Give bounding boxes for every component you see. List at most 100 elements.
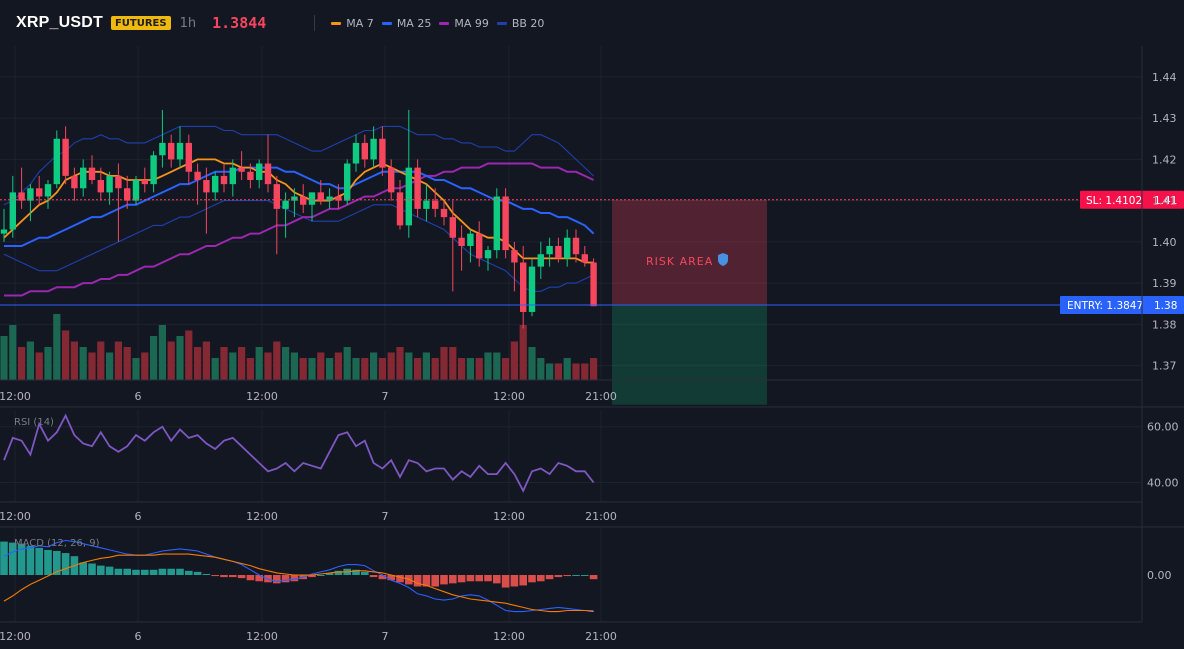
macd-histogram-bar	[378, 575, 387, 580]
volume-bar	[317, 352, 325, 380]
volume-bar	[132, 358, 140, 380]
macd-histogram-bar	[528, 575, 536, 583]
legend-ma99-swatch	[439, 21, 450, 25]
risk-zone	[612, 199, 767, 305]
candle-body	[520, 262, 527, 312]
bb-upper-line	[3, 125, 594, 206]
interval-selector[interactable]: 1h	[179, 15, 197, 31]
legend-ma7[interactable]: MA 7	[331, 17, 374, 30]
candle-body	[440, 208, 448, 218]
volume-bar	[528, 347, 536, 380]
macd-time-tick: 12:00	[246, 630, 278, 643]
volume-bar	[449, 347, 457, 380]
candle-body	[484, 250, 492, 259]
macd-histogram-bar	[519, 575, 527, 586]
volume-bar	[387, 352, 395, 380]
entry-axis-value: 1.38	[1154, 300, 1177, 312]
volume-bar	[53, 314, 61, 380]
macd-histogram-bar	[158, 568, 167, 575]
legend-ma99[interactable]: MA 99	[439, 17, 489, 30]
stop-loss-label: SL: 1.4102	[1086, 195, 1142, 207]
candle-body	[247, 171, 254, 181]
macd-histogram-bar	[220, 575, 228, 578]
volume-bar	[493, 352, 501, 380]
macd-pane: MACD (12, 26, 9) 0.00	[0, 526, 1184, 623]
candle-body	[326, 196, 333, 201]
legend-ma25[interactable]: MA 25	[381, 17, 431, 30]
macd-time-tick: 6	[135, 630, 142, 643]
volume-bar	[370, 352, 378, 380]
rsi-time-tick: 21:00	[585, 510, 617, 523]
volume-bar	[185, 330, 193, 380]
volume-bar	[35, 352, 43, 380]
volume-bar	[484, 352, 492, 380]
macd-histogram-bar	[35, 547, 43, 575]
chart-header: XRP_USDT FUTURES 1h 1.3844 MA 7 MA 25 MA…	[0, 0, 1184, 46]
macd-histogram-bar	[79, 562, 87, 575]
candle-body	[581, 254, 588, 263]
candle-body	[273, 184, 280, 209]
volume-bar	[282, 347, 290, 380]
macd-histogram-bar	[589, 575, 598, 580]
rsi-time-tick: 7	[382, 510, 389, 523]
volume-bar	[396, 347, 404, 380]
candle-body	[238, 167, 245, 172]
macd-time-tick: 7	[382, 630, 389, 643]
macd-histogram-bar	[334, 570, 343, 575]
rsi-time-tick: 12:00	[246, 510, 278, 523]
stop-loss-axis-value: 1.41	[1154, 195, 1177, 207]
volume-bar	[176, 336, 184, 380]
candle-body	[528, 266, 536, 312]
volume-bar	[326, 358, 334, 380]
candle-body	[203, 180, 210, 193]
volume-bar	[18, 347, 26, 380]
candle-body	[27, 188, 34, 201]
candle-body	[546, 245, 553, 255]
price-time-tick: 12:00	[0, 390, 31, 403]
symbol-name[interactable]: XRP_USDT	[16, 14, 103, 31]
volume-bar	[308, 358, 316, 380]
candle-body	[537, 254, 544, 267]
candle-body	[564, 237, 571, 259]
legend-bb20[interactable]: BB 20	[496, 17, 544, 30]
candle-body	[0, 229, 8, 234]
volume-bar	[211, 358, 219, 380]
volume-bar	[440, 347, 448, 380]
volume-bar	[378, 358, 386, 380]
macd-histogram-bar	[44, 549, 52, 575]
futures-badge: FUTURES	[110, 16, 171, 30]
macd-label: MACD (12, 26, 9)	[14, 538, 100, 549]
legend-ma7-swatch	[331, 21, 342, 25]
macd-histogram-bar	[352, 569, 360, 575]
candle-body	[185, 142, 192, 172]
candle-body	[344, 163, 351, 201]
candle-body	[572, 237, 580, 255]
volume-bar	[475, 358, 483, 380]
candle-body	[80, 167, 87, 189]
volume-bar	[202, 341, 210, 380]
candle-body	[220, 175, 228, 185]
macd-time-tick: 12:00	[0, 630, 31, 643]
last-price: 1.3844	[212, 14, 267, 32]
candle-body	[106, 175, 113, 193]
candle-body	[229, 167, 236, 185]
candle-body	[335, 196, 342, 201]
volume-bar	[581, 363, 589, 380]
price-axis-tick: 1.39	[1152, 277, 1177, 290]
volume-bar	[361, 358, 369, 380]
macd-histogram-bar	[581, 575, 589, 576]
volume-bar	[273, 341, 281, 380]
candle-body	[36, 188, 43, 197]
macd-histogram-bar	[466, 575, 475, 582]
price-axis-tick: 1.43	[1152, 112, 1177, 125]
macd-histogram-bar	[281, 575, 290, 583]
volume-bar	[299, 358, 307, 380]
macd-histogram-bar	[493, 575, 501, 584]
volume-bar	[290, 352, 298, 380]
grid-lines	[0, 46, 1142, 622]
stop-loss-label-bg	[1080, 190, 1184, 209]
candle-body	[405, 167, 412, 226]
rsi-axis-tick: 40.00	[1147, 476, 1179, 489]
price-axis-tick: 1.40	[1152, 236, 1177, 249]
